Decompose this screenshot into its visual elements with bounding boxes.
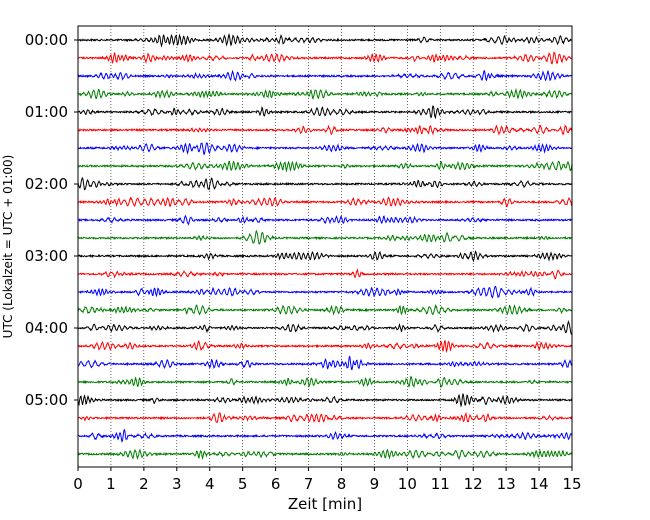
seismic-traces [77,32,573,461]
x-tick-label: 0 [73,475,83,493]
trace-line [77,392,573,408]
trace-line [77,285,573,299]
trace-line [77,355,573,371]
trace-line [77,268,573,280]
trace-line [77,250,573,263]
trace-line [77,69,573,82]
trace-line [77,229,573,245]
y-tick-label: 00:00 [25,31,68,49]
trace-line [77,375,573,389]
trace-line [77,142,573,156]
x-tick-label: 15 [562,475,581,493]
x-tick-label: 12 [464,475,483,493]
x-tick-label: 13 [497,475,516,493]
x-tick-label: 2 [139,475,149,493]
trace-line [77,320,573,336]
x-tick-label: 3 [172,475,182,493]
y-tick-label: 04:00 [25,319,68,337]
x-tick-label: 11 [431,475,450,493]
x-tick-label: 1 [106,475,116,493]
trace-line [77,428,573,443]
x-tick-label: 6 [271,475,281,493]
trace-line [77,303,573,316]
x-tick-label: 5 [238,475,248,493]
x-tick-label: 8 [337,475,347,493]
y-tick-label: 03:00 [25,247,68,265]
trace-line [77,105,573,120]
y-tick-label: 05:00 [25,391,68,409]
y-tick-label: 02:00 [25,175,68,193]
trace-line [77,177,573,191]
x-tick-label: 9 [370,475,380,493]
x-tick-label: 10 [398,475,417,493]
trace-line [77,88,573,100]
trace-line [77,214,573,226]
trace-line [77,51,573,65]
x-tick-label: 7 [304,475,314,493]
trace-line [77,160,573,173]
y-tick-label: 01:00 [25,103,68,121]
y-axis-ticks: 00:00 01:00 02:00 03:00 04:00 05:00 [25,31,78,409]
x-axis-ticks: 0 1 2 3 4 5 6 7 8 9 10 11 12 13 14 15 [73,467,582,493]
plot-frame [77,25,573,468]
x-tick-label: 4 [205,475,215,493]
trace-line [77,448,573,461]
x-tick-label: 14 [530,475,549,493]
x-axis-label: Zeit [min] [288,495,362,513]
trace-line [77,411,573,424]
trace-line [77,196,573,208]
trace-line [77,124,573,136]
y-axis-label: UTC (Lokalzeit = UTC + 01:00) [1,155,15,339]
trace-line [77,339,573,354]
trace-line [77,32,573,48]
